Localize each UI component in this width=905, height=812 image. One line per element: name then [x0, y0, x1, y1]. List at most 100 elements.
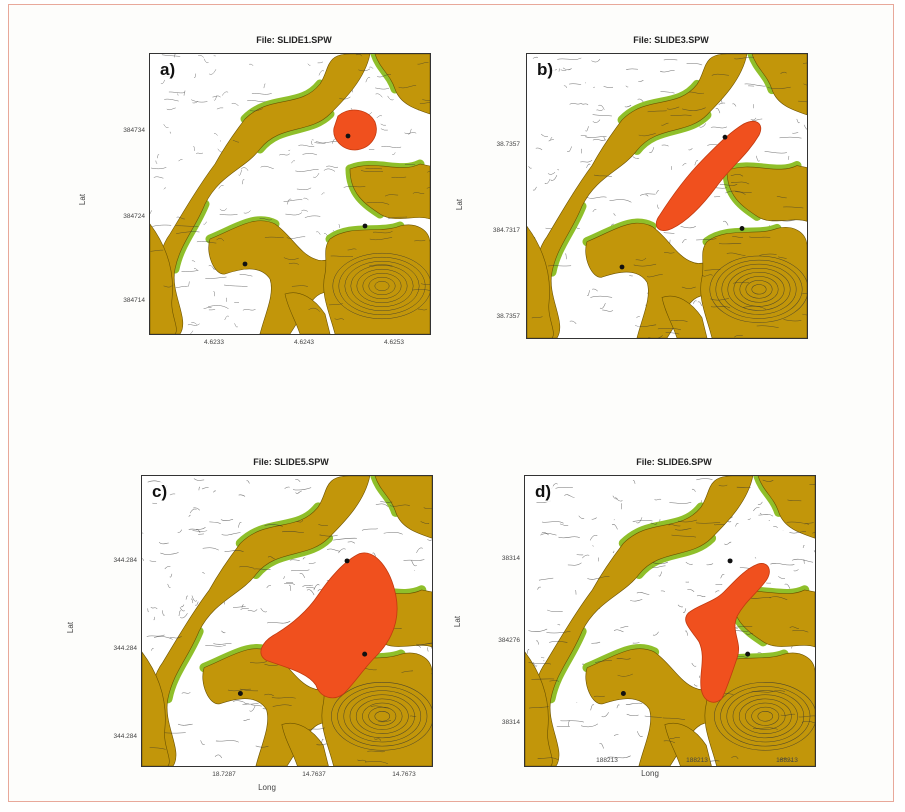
contour-line [776, 195, 787, 199]
y-axis-label: Lat [453, 615, 463, 628]
contour-line [569, 320, 577, 324]
contour-line [538, 577, 554, 581]
contour-line [770, 563, 795, 566]
contour-line [317, 61, 324, 64]
contour-line [403, 559, 425, 561]
contour-line [586, 163, 591, 168]
contour-line [575, 589, 577, 595]
panel-title: File: SLIDE3.SPW [633, 35, 709, 45]
contour-line [796, 118, 800, 124]
terrain-map[interactable]: b) [526, 53, 808, 339]
contour-line [637, 731, 643, 737]
contour-line [187, 323, 200, 326]
contour-line [663, 740, 675, 744]
contour-line [646, 274, 663, 278]
contour-line [592, 545, 594, 547]
contour-line [224, 315, 230, 321]
contour-line [650, 522, 658, 525]
contour-line [557, 624, 561, 626]
contour-line [369, 237, 393, 241]
contour-line [528, 662, 552, 665]
contour-line [247, 100, 266, 103]
contour-line [188, 527, 206, 530]
contour-line [389, 504, 410, 507]
contour-ring [338, 256, 426, 316]
contour-line [239, 688, 259, 692]
landslide-area[interactable] [685, 563, 770, 703]
contour-line [541, 531, 549, 536]
contour-line [240, 608, 249, 610]
contour-line [801, 720, 815, 724]
y-tick-label: 38.7357 [496, 313, 521, 320]
contour-line [547, 609, 563, 613]
contour-line [661, 144, 669, 147]
contour-line [249, 108, 263, 112]
contour-line [762, 479, 774, 482]
contour-line [409, 715, 417, 717]
terrain-map[interactable]: c) [141, 475, 433, 767]
contour-line [714, 196, 721, 198]
contour-line [361, 528, 378, 531]
contour-line [318, 524, 328, 526]
contour-line [150, 606, 158, 610]
contour-line [191, 99, 208, 103]
contour-line [150, 249, 164, 252]
contour-ring [337, 686, 428, 747]
contour-line [185, 595, 189, 600]
terrain-region [374, 54, 430, 115]
landslide-area[interactable] [333, 109, 377, 151]
contour-line [681, 286, 696, 289]
contour-line [725, 190, 746, 195]
terrain-region [349, 163, 430, 220]
contour-line [612, 550, 615, 554]
contour-line [169, 131, 172, 134]
contour-line [291, 160, 296, 164]
contour-line [209, 521, 221, 524]
contour-line [319, 534, 338, 537]
x-tick-label: 188213 [686, 757, 708, 764]
contour-line [303, 197, 309, 201]
contour-line [560, 69, 567, 71]
contour-line [286, 198, 292, 205]
contour-line [636, 316, 640, 319]
contour-line [647, 110, 667, 113]
contour-ring [343, 690, 422, 743]
contour-line [537, 757, 559, 760]
contour-line [592, 139, 605, 142]
contour-line [757, 501, 763, 505]
panel-title: File: SLIDE5.SPW [253, 457, 329, 467]
contour-line [541, 133, 548, 137]
contour-line [603, 86, 614, 88]
contour-line [233, 606, 246, 608]
contour-line [243, 718, 250, 721]
contour-line [710, 306, 731, 309]
contour-line [284, 486, 290, 489]
landslide-area[interactable] [260, 552, 398, 699]
contour-line [417, 308, 428, 311]
contour-ring [751, 706, 780, 726]
contour-line [593, 174, 612, 177]
terrain-map[interactable]: d) [524, 475, 816, 767]
panel-d: File: SLIDE6.SPW d) Lat 38314 384276 383… [453, 457, 824, 797]
terrain-region [700, 227, 807, 338]
contour-line [375, 503, 389, 507]
terrain-map[interactable]: a) [149, 53, 431, 335]
contour-line [289, 584, 292, 591]
contour-line [567, 562, 582, 566]
contour-line [175, 285, 188, 288]
contour-line [541, 521, 564, 524]
contour-line [550, 137, 553, 140]
contour-line [639, 193, 656, 196]
contour-line [638, 133, 656, 137]
contour-line [417, 62, 429, 65]
contour-line [677, 604, 683, 608]
landslide-area[interactable] [655, 121, 762, 231]
contour-line [784, 583, 791, 589]
contour-line [205, 644, 227, 647]
contour-line [749, 236, 771, 238]
contour-line [778, 576, 786, 579]
contour-line [613, 734, 619, 736]
contour-ring [721, 263, 797, 315]
contour-line [168, 91, 185, 94]
panel-a: File: SLIDE1.SPW a) Lat 384734 384724 38… [78, 35, 439, 365]
